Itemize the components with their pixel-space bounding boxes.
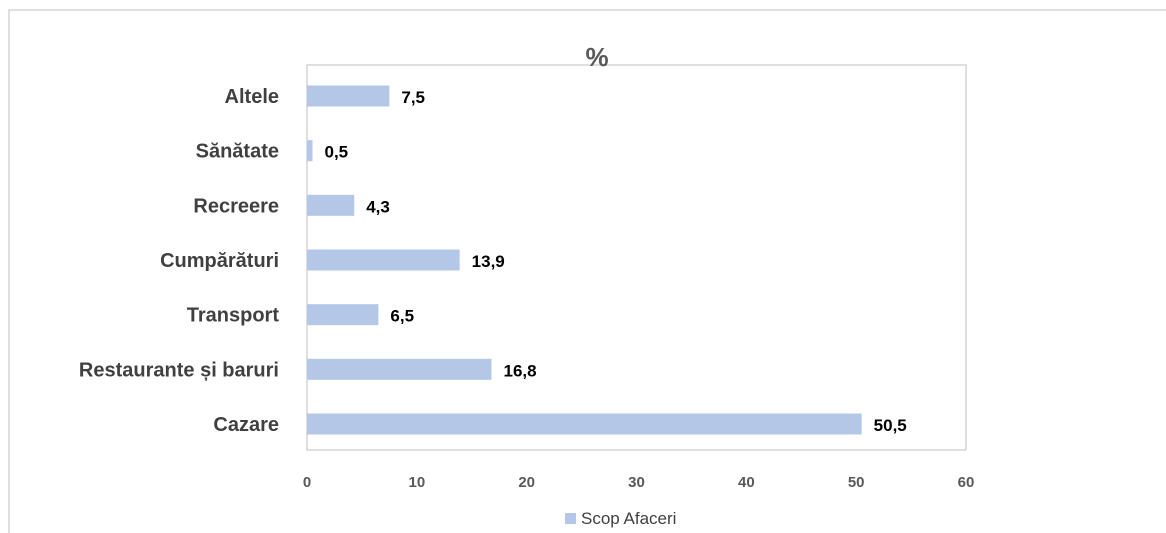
bar-2	[307, 194, 355, 216]
category-label: Recreere	[193, 195, 279, 217]
data-label: 0,5	[324, 143, 348, 162]
chart-title: %	[585, 42, 608, 72]
x-tick-label: 50	[848, 474, 865, 491]
bar-5	[307, 358, 492, 380]
x-tick-label: 30	[628, 474, 645, 491]
data-label: 7,5	[401, 88, 425, 107]
data-label: 13,9	[472, 252, 505, 271]
bar-1	[307, 140, 313, 162]
bar-6	[307, 413, 862, 435]
data-label: 4,3	[366, 197, 390, 216]
data-label: 6,5	[390, 307, 414, 326]
category-label: Altele	[225, 86, 279, 108]
x-tick-label: 20	[518, 474, 535, 491]
category-label: Cumpărături	[160, 250, 279, 272]
bar-0	[307, 85, 390, 107]
category-label: Sănătate	[196, 141, 279, 163]
x-tick-label: 10	[408, 474, 425, 491]
category-label: Transport	[187, 305, 280, 327]
data-label: 50,5	[874, 416, 907, 435]
data-label: 16,8	[504, 361, 537, 380]
legend-label: Scop Afaceri	[581, 509, 676, 528]
bar-3	[307, 249, 460, 271]
x-tick-label: 40	[738, 474, 755, 491]
bar-4	[307, 304, 379, 326]
x-tick-label: 0	[303, 474, 311, 491]
legend-swatch	[565, 513, 576, 524]
x-tick-label: 60	[958, 474, 975, 491]
category-label: Cazare	[213, 414, 279, 436]
category-label: Restaurante și baruri	[79, 359, 279, 381]
chart-outer-border	[8, 9, 1166, 533]
